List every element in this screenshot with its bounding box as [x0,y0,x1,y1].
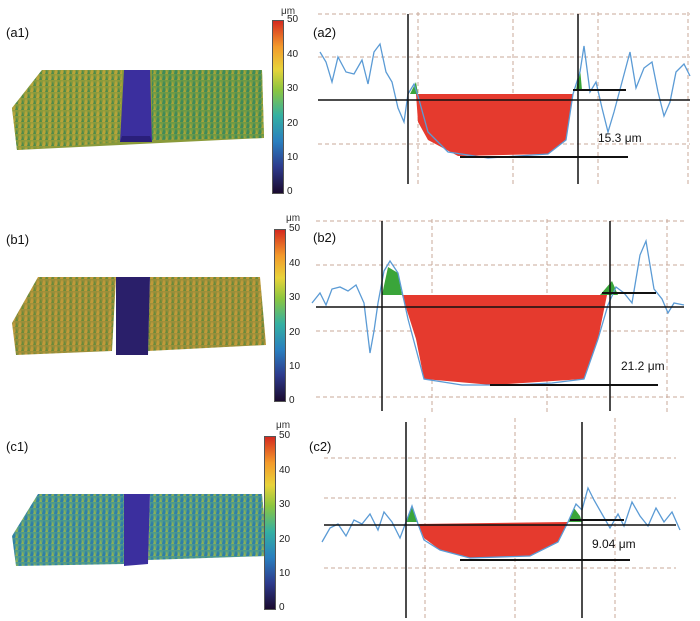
colorbar-tick: 20 [287,118,299,129]
depth-label-b: 21.2 μm [621,359,665,373]
figure-row-b: (b1) μm 50 40 30 20 10 0 (b2) [0,207,700,414]
panel-label-c1: (c1) [6,439,29,454]
colorbar-unit-c: μm [276,420,291,431]
surface-plot-a1 [12,70,264,150]
colorbar-tick: 0 [287,186,293,197]
colorbar-tick: 50 [289,223,301,234]
colorbar-c [264,436,276,610]
colorbar-tick: 50 [287,14,299,25]
colorbar-tick: 40 [287,49,299,60]
colorbar-tick: 0 [289,395,295,406]
panel-label-c2: (c2) [309,439,332,454]
colorbar-tick: 20 [289,327,301,338]
colorbar-tick: 50 [279,430,291,441]
depth-label-a: 15.3 μm [598,131,642,145]
profile-plot-b2 [311,219,685,414]
colorbar-tick: 40 [279,465,291,476]
figure-row-a: (a1) μm 50 40 30 20 10 0 (a2) [0,0,700,207]
surface-plot-b1 [12,277,266,355]
profile-plot-c2 [321,418,681,618]
colorbar-unit-b: μm [286,213,301,224]
colorbar-tick: 20 [279,534,291,545]
colorbar-tick: 40 [289,258,301,269]
figure-row-c: (c1) μm 50 40 30 20 10 0 (c2) [0,414,700,621]
panel-label-b2: (b2) [313,230,337,245]
colorbar-tick: 30 [289,292,301,303]
panel-label-b1: (b1) [6,232,30,247]
colorbar-tick: 30 [287,83,299,94]
colorbar-unit-a: μm [281,6,296,17]
panel-label-a1: (a1) [6,25,30,40]
colorbar-b [274,229,286,402]
panel-label-a2: (a2) [313,25,337,40]
colorbar-tick: 0 [279,602,285,613]
colorbar-tick: 10 [289,361,301,372]
surface-plot-c1 [12,494,268,566]
colorbar-tick: 30 [279,499,291,510]
profile-plot-a2 [318,12,691,184]
colorbar-a [272,20,284,194]
depth-label-c: 9.04 μm [592,537,636,551]
colorbar-tick: 10 [287,152,299,163]
colorbar-tick: 10 [279,568,291,579]
